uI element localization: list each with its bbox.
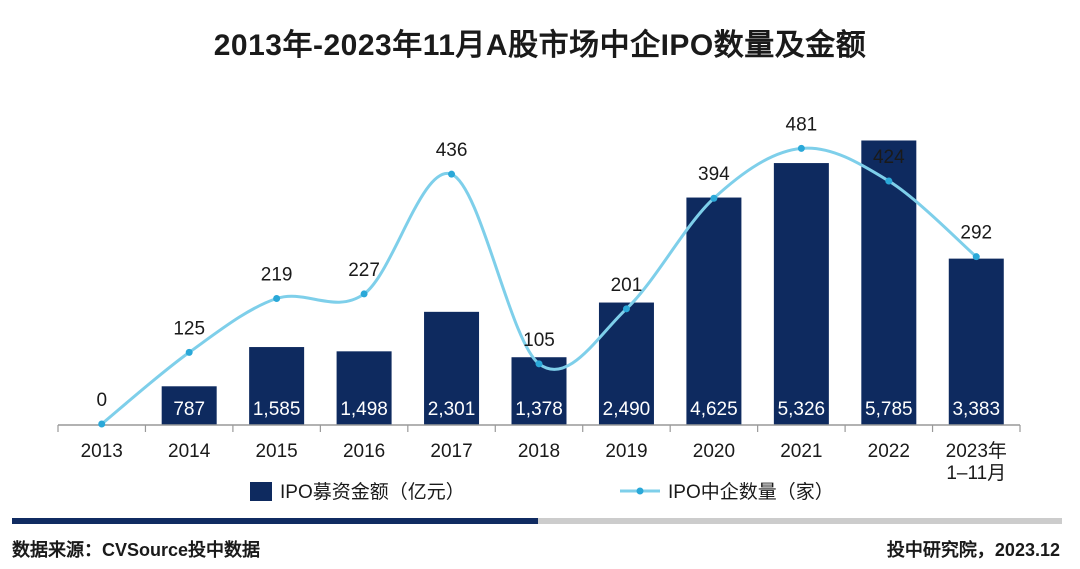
legend-line-marker (636, 487, 644, 495)
line-marker (448, 170, 456, 178)
bar-value-label: 2,490 (603, 399, 651, 420)
line-value-label: 424 (873, 147, 905, 168)
bar-value-label: 2,301 (428, 399, 476, 420)
bar-ipo-amount (249, 347, 305, 425)
bar-ipo-amount (948, 258, 1004, 425)
line-marker (535, 360, 543, 368)
bar-ipo-amount (686, 197, 742, 425)
bar-value-label: 1,378 (515, 399, 563, 420)
bar-ipo-amount (773, 163, 829, 426)
line-marker (360, 290, 368, 298)
line-labels-layer: 0 125 219 227 436 105 201 394 481 424 292 (96, 114, 992, 411)
line-value-label: 436 (436, 140, 468, 161)
chart-canvas: 787 1,585 1,498 2,301 1,378 2,490 4,625 5,326 5,… (57, 114, 1021, 503)
bar-ipo-amount (424, 311, 480, 425)
x-tick-label: 2015 (255, 441, 297, 462)
legend-bar-swatch (250, 482, 272, 501)
bar-value-label: 5,785 (865, 399, 913, 420)
line-marker (797, 144, 805, 152)
footer-divider-accent (12, 518, 538, 524)
bars-layer (161, 140, 1004, 426)
line-value-label: 0 (96, 390, 107, 411)
line-marker (710, 194, 718, 202)
line-value-label: 125 (173, 318, 205, 339)
data-source-note: 数据来源：CVSource投中数据 (12, 540, 261, 560)
report-credit: 投中研究院，2023.12 (886, 540, 1060, 560)
x-tick-label: 2013 (81, 441, 123, 462)
bar-ipo-amount (336, 351, 392, 425)
line-value-label: 292 (960, 223, 992, 244)
line-value-label: 105 (523, 330, 555, 351)
x-tick-label: 2022 (868, 441, 910, 462)
legend-line-label: IPO中企数量（家） (668, 481, 834, 503)
line-value-label: 201 (611, 275, 643, 296)
bar-ipo-amount (598, 302, 654, 425)
x-tick-label: 2021 (780, 441, 822, 462)
line-value-label: 227 (348, 260, 380, 281)
x-tick-label: 2014 (168, 441, 211, 462)
bar-ipo-amount (161, 386, 217, 425)
line-value-label: 394 (698, 164, 730, 185)
bar-value-label: 5,326 (778, 399, 826, 420)
x-tick-label: 2019 (605, 441, 647, 462)
x-axis-tick-labels: 2013 2014 2015 2016 2017 2018 2019 2020 2021 2022… (81, 440, 1007, 484)
x-tick-label: 2023年 1–11月 (946, 440, 1007, 484)
x-tick-label: 2016 (343, 441, 385, 462)
line-marker (98, 420, 106, 428)
legend: IPO募资金额（亿元） IPO中企数量（家） (250, 481, 834, 503)
line-value-label: 481 (786, 114, 818, 135)
x-tick-label: 2017 (430, 441, 472, 462)
bar-ipo-amount (861, 140, 917, 425)
chart-title: 2013年-2023年11月A股市场中企IPO数量及金额 (213, 29, 867, 62)
bar-value-label: 4,625 (690, 399, 738, 420)
line-marker (622, 305, 630, 313)
bar-value-label: 787 (173, 399, 205, 420)
line-marker (972, 253, 980, 261)
line-value-label: 219 (261, 265, 293, 286)
line-marker (185, 348, 193, 356)
x-tick-label: 2020 (693, 441, 735, 462)
footer-divider-gray (538, 518, 1062, 524)
line-markers-layer (98, 144, 980, 428)
line-marker (273, 295, 281, 303)
line-series-ipo-count (100, 146, 978, 426)
bar-value-label: 3,383 (952, 399, 1000, 420)
x-axis-ticks (57, 425, 1021, 432)
bar-labels-layer: 787 1,585 1,498 2,301 1,378 2,490 4,625 5,326 5,… (173, 399, 1000, 420)
x-tick-label: 2018 (518, 441, 560, 462)
bar-value-label: 1,585 (253, 399, 301, 420)
legend-bar-label: IPO募资金额（亿元） (280, 481, 465, 503)
bar-value-label: 1,498 (340, 399, 388, 420)
line-marker (885, 177, 893, 185)
